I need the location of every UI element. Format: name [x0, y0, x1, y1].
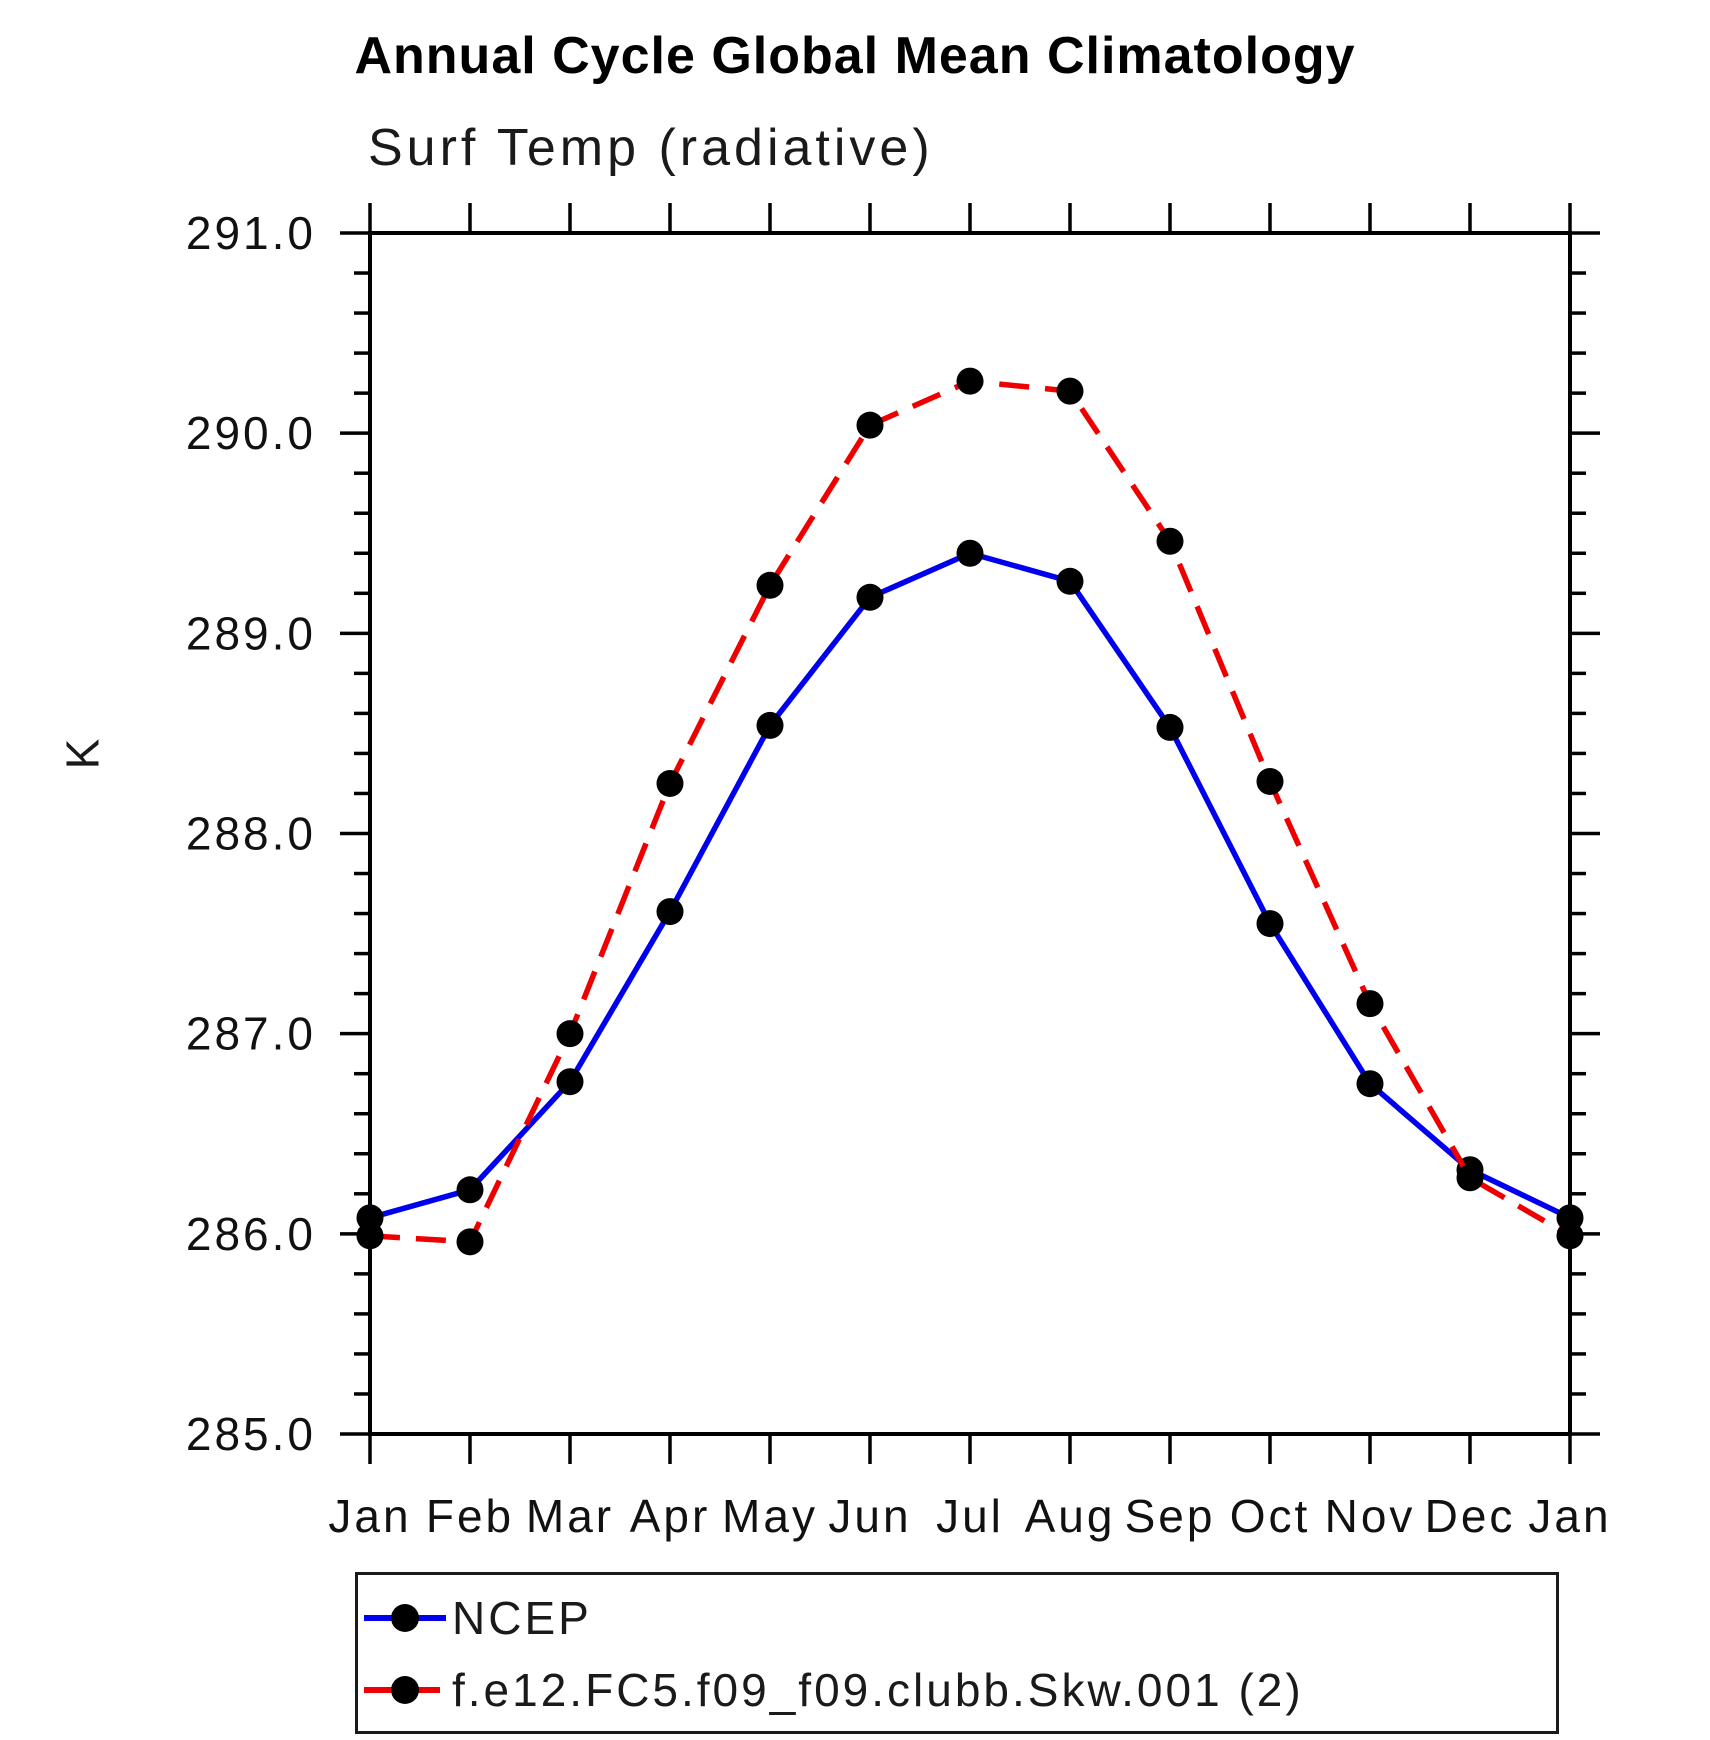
- x-axis-tick-label: Nov: [1325, 1490, 1416, 1542]
- data-point-f-e12-fc5-f09-f09-clubb-skw-001-2-: [456, 1228, 484, 1256]
- chart-title: Annual Cycle Global Mean Climatology: [354, 27, 1356, 85]
- data-point-f-e12-fc5-f09-f09-clubb-skw-001-2-: [1056, 377, 1084, 405]
- data-point-f-e12-fc5-f09-f09-clubb-skw-001-2-: [1256, 767, 1284, 795]
- data-point-ncep: [1356, 1070, 1384, 1098]
- legend-marker-dot-icon: [391, 1676, 419, 1704]
- x-axis-tick-label: Jul: [936, 1490, 1004, 1542]
- data-point-ncep: [1156, 713, 1184, 741]
- data-point-f-e12-fc5-f09-f09-clubb-skw-001-2-: [1456, 1164, 1484, 1192]
- legend-label-model: f.e12.FC5.f09_f09.clubb.Skw.001 (2): [452, 1664, 1304, 1716]
- legend-item-ncep: NCEP: [364, 1591, 592, 1645]
- data-point-ncep: [556, 1068, 584, 1096]
- data-point-ncep: [1056, 567, 1084, 595]
- data-point-ncep: [1256, 910, 1284, 938]
- x-axis-tick-label: Apr: [630, 1490, 711, 1542]
- data-point-f-e12-fc5-f09-f09-clubb-skw-001-2-: [956, 367, 984, 395]
- x-axis-tick-label: Jan: [1528, 1490, 1611, 1542]
- data-point-ncep: [856, 583, 884, 611]
- data-point-f-e12-fc5-f09-f09-clubb-skw-001-2-: [1356, 990, 1384, 1018]
- legend-marker-dot-icon: [391, 1604, 419, 1632]
- data-point-f-e12-fc5-f09-f09-clubb-skw-001-2-: [1156, 527, 1184, 555]
- series-line-1: [369, 378, 1572, 1245]
- x-axis-tick-label: Jun: [828, 1490, 911, 1542]
- data-point-f-e12-fc5-f09-f09-clubb-skw-001-2-: [1556, 1222, 1584, 1250]
- y-axis-tick-label: 288.0: [186, 808, 316, 860]
- data-point-ncep: [956, 539, 984, 567]
- y-axis-tick-label: 289.0: [186, 607, 316, 659]
- legend-line-dashed-icon: [364, 1676, 446, 1704]
- plot-frame: [368, 231, 1572, 1436]
- y-axis-tick-label: 286.0: [186, 1208, 316, 1260]
- data-point-f-e12-fc5-f09-f09-clubb-skw-001-2-: [856, 411, 884, 439]
- x-axis-tick-label: May: [722, 1490, 818, 1542]
- x-axis-tick-label: Oct: [1230, 1490, 1311, 1542]
- x-axis-tick-label: Dec: [1425, 1490, 1516, 1542]
- data-point-ncep: [656, 898, 684, 926]
- data-point-f-e12-fc5-f09-f09-clubb-skw-001-2-: [356, 1222, 384, 1250]
- y-axis-tick-label: 287.0: [186, 1008, 316, 1060]
- y-axis-tick-label: 285.0: [186, 1408, 316, 1460]
- legend-item-model: f.e12.FC5.f09_f09.clubb.Skw.001 (2): [364, 1663, 1304, 1717]
- y-axis-tick-label: 290.0: [186, 407, 316, 459]
- y-axis-tick-label: 291.0: [186, 207, 316, 259]
- legend-line-solid-icon: [364, 1604, 446, 1632]
- x-axis-tick-label: Jan: [328, 1490, 411, 1542]
- legend: NCEP f.e12.FC5.f09_f09.clubb.Skw.001 (2): [355, 1572, 1559, 1734]
- data-point-ncep: [456, 1176, 484, 1204]
- x-axis-tick-label: Feb: [426, 1490, 514, 1542]
- chart-subtitle: Surf Temp (radiative): [368, 119, 934, 177]
- x-axis-tick-label: Mar: [526, 1490, 614, 1542]
- data-point-f-e12-fc5-f09-f09-clubb-skw-001-2-: [756, 571, 784, 599]
- data-point-f-e12-fc5-f09-f09-clubb-skw-001-2-: [556, 1020, 584, 1048]
- x-axis-tick-label: Aug: [1025, 1490, 1116, 1542]
- legend-label-ncep: NCEP: [452, 1592, 592, 1644]
- x-axis-tick-label: Sep: [1125, 1490, 1216, 1542]
- data-point-ncep: [756, 711, 784, 739]
- series-line-0: [369, 550, 1572, 1221]
- data-point-f-e12-fc5-f09-f09-clubb-skw-001-2-: [656, 769, 684, 797]
